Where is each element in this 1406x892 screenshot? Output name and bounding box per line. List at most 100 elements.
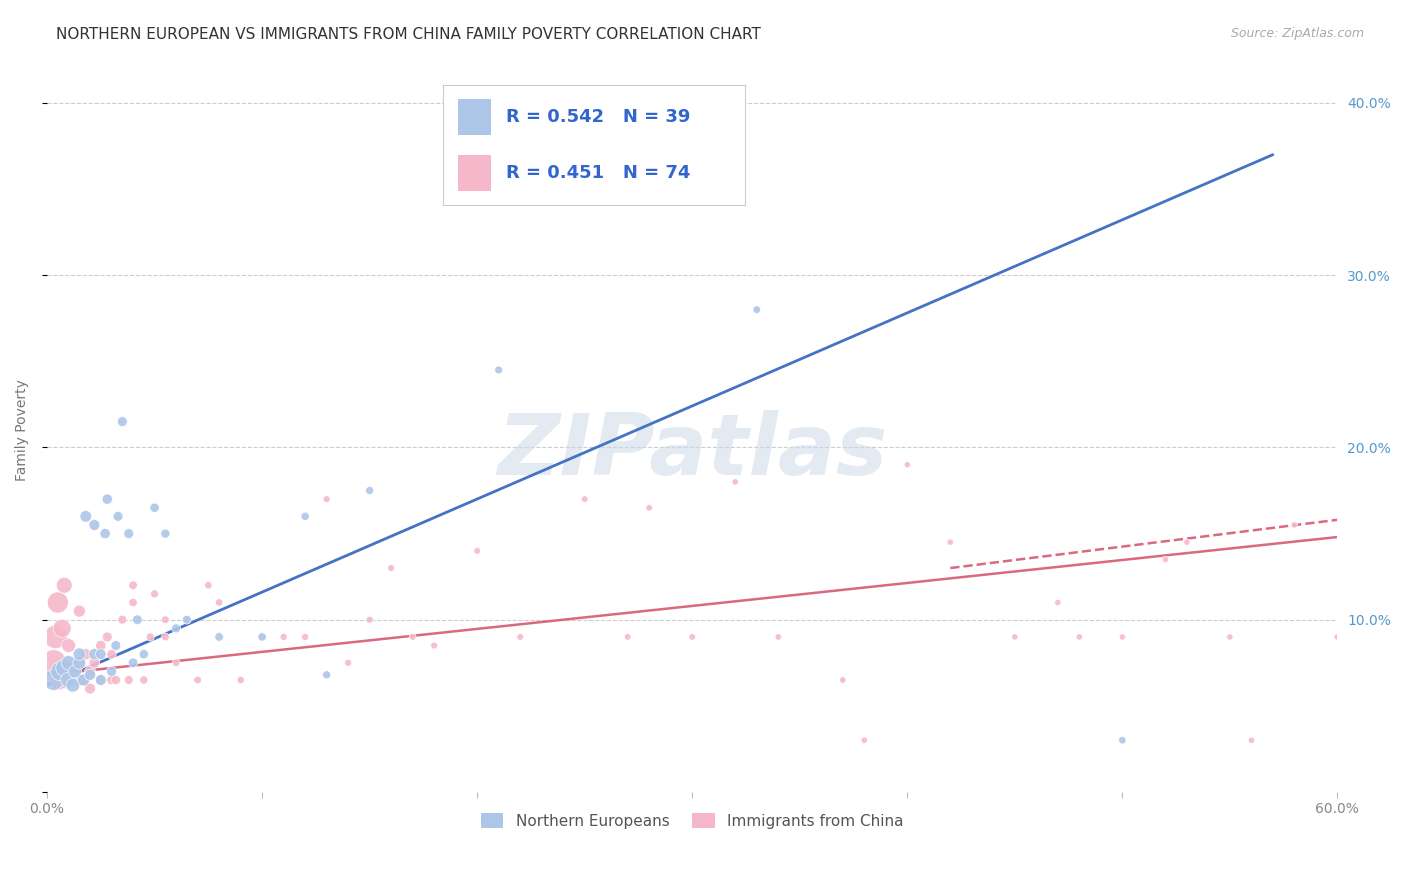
Point: [104, 673, 127, 687]
Point: [122, 578, 145, 592]
Point: [72, 673, 94, 687]
Point: [315, 668, 337, 682]
Point: [75, 647, 97, 661]
Point: [939, 535, 962, 549]
Point: [90, 639, 112, 653]
Point: [90, 647, 112, 661]
Point: [1240, 733, 1263, 747]
Point: [250, 630, 273, 644]
Point: [229, 673, 252, 687]
Text: NORTHERN EUROPEAN VS IMMIGRANTS FROM CHINA FAMILY POVERTY CORRELATION CHART: NORTHERN EUROPEAN VS IMMIGRANTS FROM CHI…: [56, 27, 761, 42]
Point: [90, 673, 112, 687]
Point: [768, 630, 790, 644]
Point: [96, 492, 118, 507]
Point: [1219, 630, 1241, 644]
Point: [553, 130, 575, 145]
Point: [197, 578, 219, 592]
Point: [294, 630, 316, 644]
Point: [94, 526, 117, 541]
Point: [155, 630, 177, 644]
Point: [465, 544, 488, 558]
Text: ZIPatlas: ZIPatlas: [498, 410, 887, 493]
Point: [1326, 630, 1348, 644]
Point: [1004, 630, 1026, 644]
Point: [100, 647, 122, 661]
Point: [638, 500, 661, 515]
Point: [1111, 630, 1133, 644]
Point: [49, 665, 72, 679]
Point: [83, 656, 105, 670]
Point: [90, 673, 112, 687]
Point: [67, 673, 90, 687]
Point: [53, 578, 76, 592]
Point: [155, 526, 177, 541]
Point: [139, 630, 162, 644]
Point: [359, 613, 381, 627]
Point: [67, 656, 90, 670]
Point: [165, 656, 187, 670]
Text: Source: ZipAtlas.com: Source: ZipAtlas.com: [1230, 27, 1364, 40]
FancyBboxPatch shape: [458, 99, 491, 136]
Point: [72, 673, 94, 687]
Point: [122, 656, 145, 670]
Point: [75, 509, 97, 524]
Point: [42, 656, 65, 670]
Point: [42, 673, 65, 687]
Point: [79, 668, 101, 682]
Point: [63, 673, 86, 687]
Point: [143, 587, 166, 601]
Point: [208, 630, 231, 644]
Point: [681, 630, 703, 644]
Point: [337, 656, 360, 670]
Point: [58, 673, 80, 687]
Point: [127, 613, 149, 627]
Point: [1111, 733, 1133, 747]
Point: [67, 656, 90, 670]
Point: [853, 733, 876, 747]
Point: [488, 363, 510, 377]
Point: [1175, 535, 1198, 549]
Point: [79, 665, 101, 679]
Legend: Northern Europeans, Immigrants from China: Northern Europeans, Immigrants from Chin…: [474, 807, 910, 835]
Point: [83, 647, 105, 661]
Point: [111, 415, 134, 429]
Point: [132, 647, 155, 661]
Point: [104, 639, 127, 653]
Point: [58, 656, 80, 670]
Point: [1284, 518, 1306, 533]
Point: [67, 604, 90, 618]
Point: [51, 621, 73, 635]
Point: [96, 630, 118, 644]
Point: [165, 621, 187, 635]
Point: [1046, 595, 1069, 609]
Point: [49, 673, 72, 687]
Point: [62, 665, 84, 679]
Point: [63, 665, 86, 679]
Text: R = 0.542   N = 39: R = 0.542 N = 39: [506, 108, 690, 127]
Point: [380, 561, 402, 575]
Point: [176, 613, 198, 627]
Point: [53, 673, 76, 687]
Point: [90, 673, 112, 687]
Point: [896, 458, 918, 472]
Point: [724, 475, 747, 489]
Point: [58, 639, 80, 653]
Point: [107, 509, 129, 524]
Point: [1154, 552, 1177, 566]
Point: [58, 673, 80, 687]
Point: [83, 518, 105, 533]
Point: [55, 665, 77, 679]
Point: [122, 595, 145, 609]
Point: [100, 673, 122, 687]
Point: [401, 630, 423, 644]
Text: R = 0.451   N = 74: R = 0.451 N = 74: [506, 163, 690, 182]
FancyBboxPatch shape: [458, 154, 491, 191]
Point: [111, 613, 134, 627]
Point: [53, 661, 76, 675]
Point: [315, 492, 337, 507]
Point: [616, 630, 638, 644]
Point: [509, 630, 531, 644]
Point: [574, 492, 596, 507]
Point: [1326, 630, 1348, 644]
Point: [745, 302, 768, 317]
